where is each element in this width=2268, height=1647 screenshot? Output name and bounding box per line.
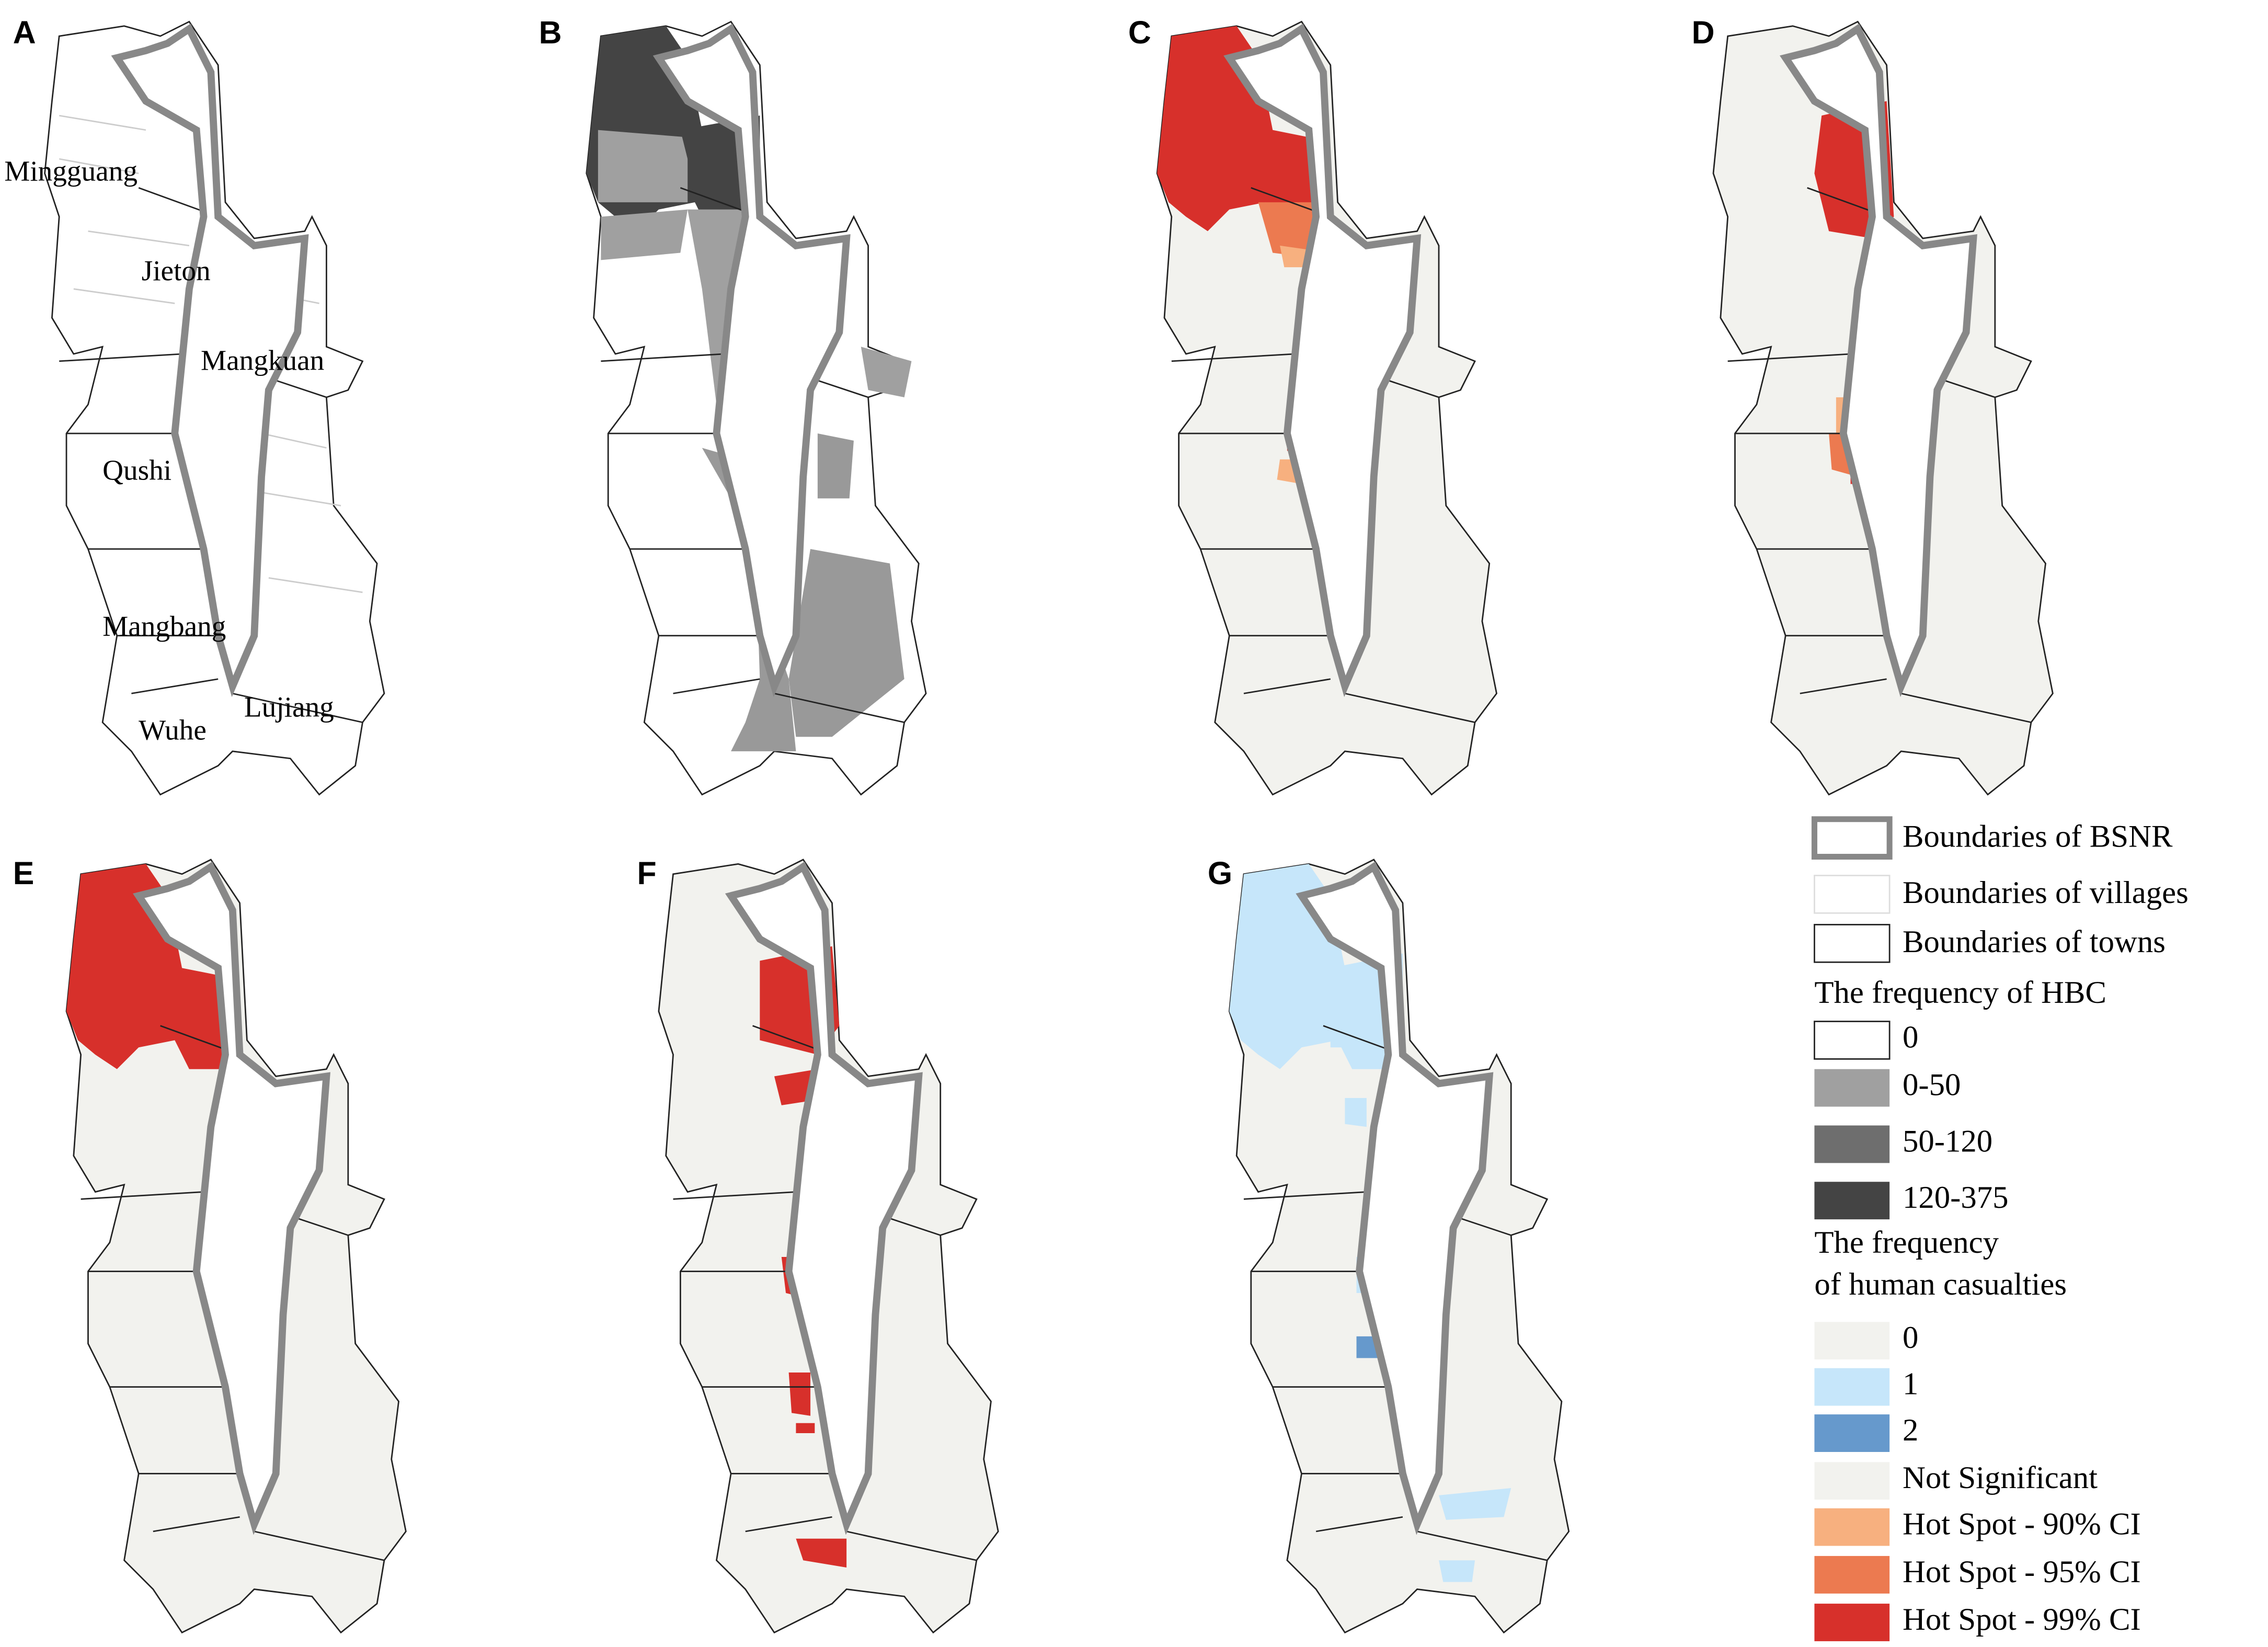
legend: Boundaries of BSNR Boundaries of village… [1811, 816, 2189, 1641]
legend-label: 0-50 [1903, 1068, 1961, 1103]
swatch [1814, 1462, 1890, 1500]
legend-label: Hot Spot - 99% CI [1903, 1602, 2141, 1637]
panel-label: A [13, 15, 36, 50]
panel-f [658, 859, 999, 1633]
swatch [1814, 1322, 1890, 1360]
legend-label: Boundaries of villages [1903, 875, 2189, 910]
town-label: Jieton [142, 255, 211, 287]
swatch [1814, 1508, 1890, 1546]
legend-title: of human casualties [1814, 1267, 2067, 1302]
legend-label: Boundaries of towns [1903, 924, 2166, 959]
swatch [1814, 924, 1891, 963]
panel-label: B [539, 15, 562, 50]
panel-b [586, 21, 927, 796]
panel-label: G [1208, 855, 1232, 891]
town-label: Mingguang [4, 155, 138, 187]
panel-a: Mingguang Jieton Mangkuan Qushi Mangbang… [4, 21, 385, 796]
town-label: Mangbang [102, 610, 226, 642]
legend-label: 120-375 [1903, 1180, 2009, 1215]
swatch [1814, 1069, 1890, 1107]
legend-label: 50-120 [1903, 1124, 1992, 1159]
legend-label: 0 [1903, 1020, 1918, 1055]
panel-e [65, 859, 407, 1633]
legend-label: 1 [1903, 1367, 1918, 1402]
swatch [1814, 1125, 1890, 1163]
town-label: Wuhe [139, 714, 207, 746]
panel-label: E [13, 855, 35, 891]
swatch [1814, 875, 1891, 914]
swatch [1814, 1182, 1890, 1220]
legend-label: 2 [1903, 1413, 1918, 1448]
swatch [1814, 1414, 1890, 1452]
swatch [1814, 1021, 1891, 1060]
panel-label: D [1692, 15, 1715, 50]
swatch [1811, 816, 1893, 860]
swatch [1814, 1556, 1890, 1594]
town-label: Lujiang [244, 691, 334, 723]
legend-title: The frequency [1814, 1225, 1999, 1260]
swatch [1814, 1368, 1890, 1406]
panel-label: C [1128, 15, 1151, 50]
legend-label: Hot Spot - 90% CI [1903, 1507, 2141, 1542]
legend-label: Not Significant [1903, 1460, 2098, 1495]
town-label: Qushi [102, 454, 171, 486]
legend-label: Boundaries of BSNR [1903, 819, 2173, 854]
legend-label: Hot Spot - 95% CI [1903, 1554, 2141, 1589]
panel-d [1712, 21, 2054, 796]
town-label: Mangkuan [201, 344, 324, 376]
legend-title: The frequency of HBC [1814, 975, 2106, 1010]
panel-label: F [637, 855, 656, 891]
panel-g [1228, 859, 1570, 1633]
swatch [1814, 1604, 1890, 1641]
panel-c [1156, 21, 1497, 796]
legend-label: 0 [1903, 1320, 1918, 1355]
